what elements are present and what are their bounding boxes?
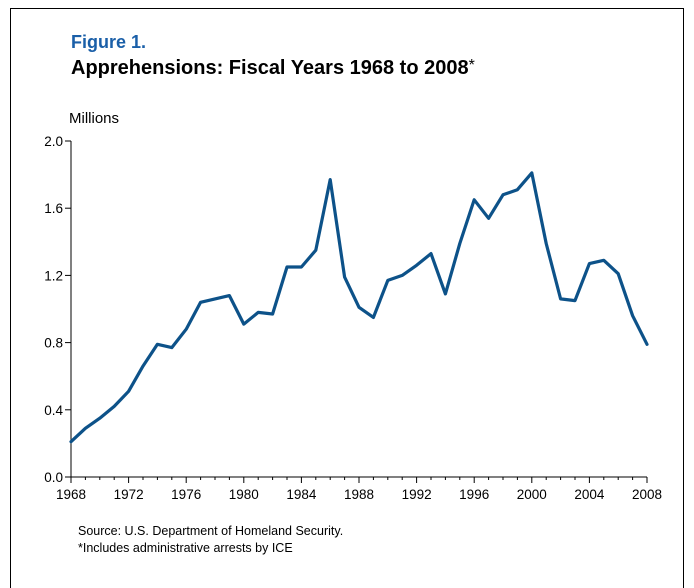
x-tick-label: 1976 (171, 487, 201, 502)
x-tick-label: 1980 (229, 487, 259, 502)
x-tick-label: 2004 (574, 487, 605, 502)
x-tick-label: 2008 (632, 487, 662, 502)
y-tick-label: 0.8 (44, 336, 63, 351)
footnote-text: *Includes administrative arrests by ICE (78, 540, 343, 557)
y-tick-label: 0.0 (44, 470, 63, 485)
x-tick-label: 1992 (402, 487, 432, 502)
source-note: Source: U.S. Department of Homeland Secu… (78, 523, 343, 557)
x-tick-label: 1988 (344, 487, 374, 502)
source-text: Source: U.S. Department of Homeland Secu… (78, 523, 343, 540)
y-tick-label: 0.4 (44, 403, 63, 418)
x-tick-label: 1968 (56, 487, 86, 502)
y-tick-label: 1.2 (44, 268, 63, 283)
x-tick-label: 1984 (286, 487, 317, 502)
x-tick-label: 2000 (517, 487, 547, 502)
y-tick-label: 2.0 (44, 134, 63, 149)
y-tick-label: 1.6 (44, 201, 63, 216)
x-tick-label: 1972 (114, 487, 144, 502)
x-tick-label: 1996 (459, 487, 489, 502)
